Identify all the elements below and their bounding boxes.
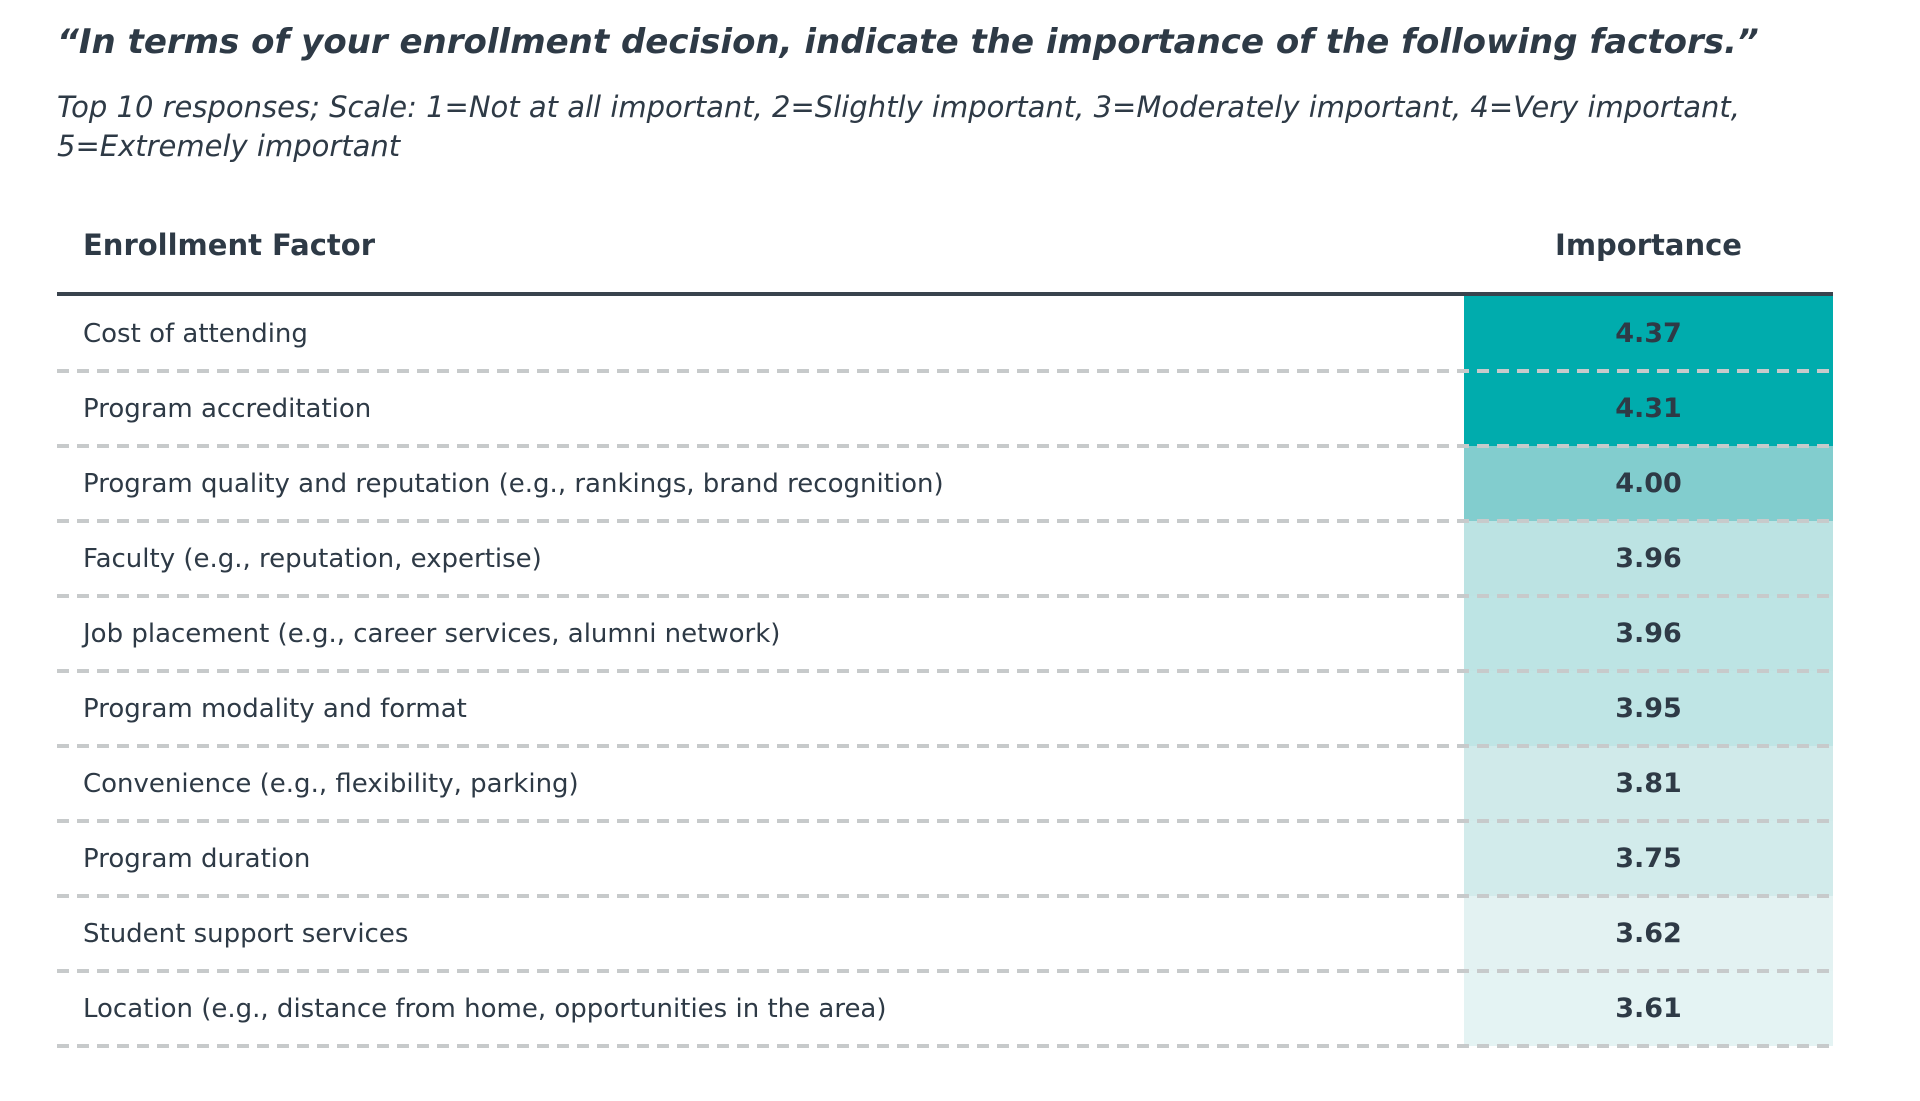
factor-label: Location (e.g., distance from home, oppo…	[83, 993, 887, 1024]
table-row: Program quality and reputation (e.g., ra…	[57, 446, 1833, 523]
figure-title: “In terms of your enrollment decision, i…	[57, 22, 1759, 62]
importance-value: 3.81	[1464, 746, 1833, 821]
table-row: Location (e.g., distance from home, oppo…	[57, 971, 1833, 1048]
importance-value: 4.37	[1464, 296, 1833, 371]
factor-label: Faculty (e.g., reputation, expertise)	[83, 543, 542, 574]
table-row: Cost of attending 4.37	[57, 296, 1833, 373]
table-row: Faculty (e.g., reputation, expertise) 3.9…	[57, 521, 1833, 598]
importance-value: 3.62	[1464, 896, 1833, 971]
importance-value: 3.75	[1464, 821, 1833, 896]
factor-label: Cost of attending	[83, 318, 308, 349]
table-header: Enrollment Factor Importance	[57, 228, 1833, 262]
importance-value: 3.96	[1464, 521, 1833, 596]
table-body: Cost of attending 4.37 Program accreditati…	[57, 296, 1833, 1048]
factor-label: Program quality and reputation (e.g., ra…	[83, 468, 944, 499]
row-divider	[57, 894, 1833, 898]
factor-label: Student support services	[83, 918, 409, 949]
factor-label: Job placement (e.g., career services, al…	[83, 618, 781, 649]
row-divider	[57, 444, 1833, 448]
importance-value: 3.61	[1464, 971, 1833, 1046]
column-header-importance: Importance	[1555, 228, 1742, 262]
importance-value: 3.95	[1464, 671, 1833, 746]
factor-label: Convenience (e.g., flexibility, parking)	[83, 768, 579, 799]
table-row: Student support services 3.62	[57, 896, 1833, 973]
row-divider	[57, 594, 1833, 598]
table-row: Program modality and format 3.95	[57, 671, 1833, 748]
row-divider	[57, 669, 1833, 673]
factor-label: Program duration	[83, 843, 311, 874]
row-divider	[57, 519, 1833, 523]
row-divider	[57, 819, 1833, 823]
importance-value: 4.31	[1464, 371, 1833, 446]
table-row: Program accreditation 4.31	[57, 371, 1833, 448]
header-rule	[57, 292, 1833, 296]
importance-value: 3.96	[1464, 596, 1833, 671]
row-divider	[57, 969, 1833, 973]
figure-subtitle: Top 10 responses; Scale: 1=Not at all im…	[57, 90, 1740, 163]
factor-label: Program accreditation	[83, 393, 372, 424]
row-divider	[57, 744, 1833, 748]
table-row: Convenience (e.g., flexibility, parking)…	[57, 746, 1833, 823]
table-row: Program duration 3.75	[57, 821, 1833, 898]
row-divider	[57, 369, 1833, 373]
column-header-enrollment-factor: Enrollment Factor	[83, 228, 376, 262]
table-row: Job placement (e.g., career services, al…	[57, 596, 1833, 673]
factor-label: Program modality and format	[83, 693, 467, 724]
row-divider	[57, 1044, 1833, 1048]
importance-value: 4.00	[1464, 446, 1833, 521]
